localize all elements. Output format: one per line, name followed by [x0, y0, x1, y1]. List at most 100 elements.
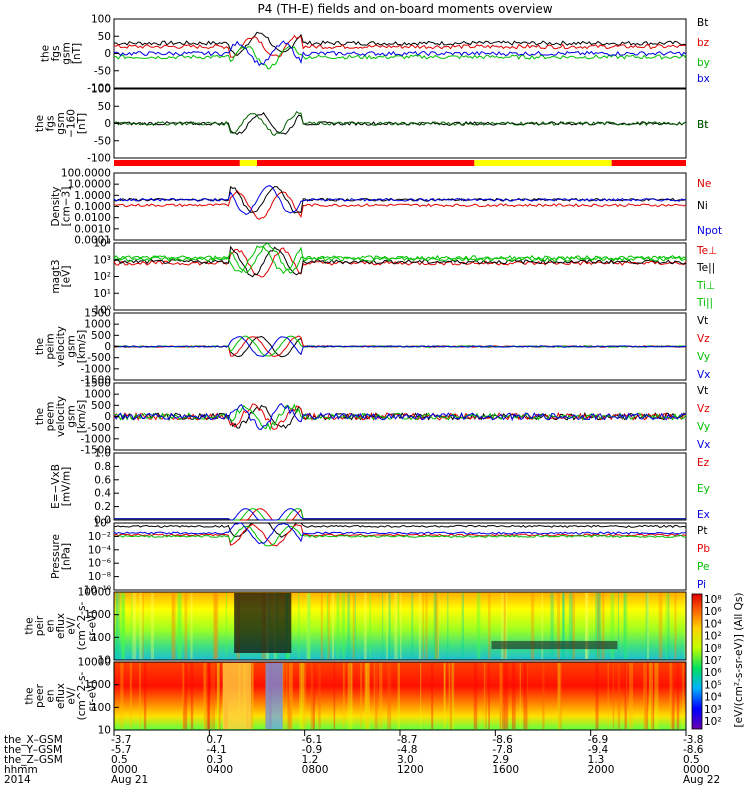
series-line — [114, 508, 686, 521]
legend-entry: Ex — [697, 509, 710, 521]
legend-entry: Ey — [697, 483, 710, 495]
spectrogram-texture — [626, 593, 628, 659]
spectrogram-texture — [665, 593, 668, 659]
spectrogram-texture — [449, 663, 453, 729]
y-tick-label: -1500 — [80, 375, 111, 387]
y-axis-label: [nT] — [76, 113, 88, 134]
y-tick-label: 10¹ — [93, 288, 111, 300]
spectrogram-texture — [644, 663, 648, 729]
spectrogram-texture — [585, 593, 587, 659]
spectrogram-gap — [234, 593, 292, 653]
y-axis-label: [km/s] — [76, 330, 88, 364]
spectrogram-texture — [488, 593, 491, 659]
legend-entry: Npot — [697, 225, 722, 237]
spectrogram-texture — [285, 663, 288, 729]
spectrogram-texture — [431, 663, 434, 729]
spectrogram-texture — [387, 663, 392, 729]
y-tick-label: 10000 — [78, 657, 111, 669]
y-axis-label: the — [34, 115, 46, 132]
y-axis-label: the — [24, 687, 36, 704]
spectrogram-texture — [307, 593, 311, 659]
legend-entry: Vt — [697, 385, 708, 397]
spectrogram-fill — [114, 662, 686, 730]
y-tick-label: -1000 — [80, 363, 111, 375]
series-line — [113, 404, 687, 429]
spectrogram-texture — [541, 593, 544, 659]
spectrogram-texture — [595, 593, 600, 659]
spectrogram-texture — [461, 593, 465, 659]
spectrogram-texture — [667, 593, 670, 659]
spectrogram-texture — [434, 593, 437, 659]
spectrogram-texture — [129, 663, 132, 729]
spectrogram-texture — [617, 663, 621, 729]
spectrogram-texture — [448, 663, 450, 729]
spectrogram-texture — [281, 663, 285, 729]
spectrogram-texture — [306, 593, 310, 659]
legend-entry: Bt — [697, 119, 708, 131]
y-axis-label: sr-eV) — [87, 611, 99, 642]
y-axis-label: peim — [45, 333, 57, 359]
spectrogram-texture — [669, 663, 672, 729]
x-axis-value: 0.7 — [206, 734, 223, 746]
y-axis-label: eV/ — [66, 687, 78, 705]
spectrogram-texture — [499, 663, 504, 729]
spectrogram-texture — [299, 663, 302, 729]
y-axis-label: Density — [50, 187, 62, 227]
spectrogram-texture — [382, 593, 384, 659]
colorbar-tick-label: 10⁶ — [704, 606, 722, 618]
spectrogram-texture — [139, 593, 142, 659]
spectrogram-texture — [184, 593, 188, 659]
spectrogram-texture — [511, 663, 516, 729]
spectrogram-texture — [645, 593, 649, 659]
y-axis-label: the — [39, 45, 51, 62]
y-axis-label: gsm — [55, 112, 67, 134]
colorbar-tick-label: 10² — [704, 631, 722, 643]
spectrogram-texture — [434, 593, 439, 659]
spectrogram-texture — [483, 663, 486, 729]
spectrogram-texture — [301, 663, 306, 729]
spectrogram-texture — [646, 593, 650, 659]
y-axis-label: eflux — [55, 613, 67, 639]
y-axis-label: −160 — [66, 109, 78, 138]
x-axis-row-label: the_X–GSM — [4, 734, 63, 746]
panel-frame — [113, 18, 687, 89]
y-axis-label: [eV] — [60, 266, 72, 288]
y-tick-label: 10⁻⁶ — [88, 558, 111, 570]
x-axis-block: the_X–GSM -3.7 0.7 -6.1 -8.7 -8.6 -6.9 -3.8 the_… — [4, 730, 720, 786]
x-axis-value: -8.7 — [397, 734, 418, 746]
y-tick-label: 0 — [104, 411, 111, 423]
spectrogram-texture — [366, 663, 370, 729]
y-axis-label: peer — [34, 683, 46, 708]
spectrogram-texture — [336, 593, 340, 659]
spectrogram-texture — [365, 663, 369, 729]
spectrogram-texture — [438, 593, 440, 659]
spectrogram-texture — [610, 593, 615, 659]
spectrogram-texture — [331, 593, 335, 659]
y-tick-label: 100 — [91, 14, 111, 26]
y-tick-label: 1000 — [84, 319, 111, 331]
spectrogram-texture — [213, 593, 217, 659]
spectrogram-texture — [550, 593, 554, 659]
y-tick-label: 10 — [98, 725, 111, 737]
x-axis-value: -4.8 — [397, 744, 418, 756]
spectrogram-texture — [347, 663, 352, 729]
y-axis-label: (cm^2-s- — [76, 601, 88, 650]
series-line — [113, 45, 687, 70]
spectrogram-texture — [207, 663, 211, 729]
spectrogram-texture — [375, 663, 378, 729]
spectrogram-texture — [298, 593, 300, 659]
colorbar-gradient — [691, 593, 703, 730]
figure-title: P4 (TH-E) fields and on-board moments ov… — [257, 2, 552, 16]
y-tick-label: 10⁻¹⁰ — [84, 585, 111, 597]
x-axis-value: 1200 — [397, 764, 424, 776]
spectrogram-texture — [225, 593, 228, 659]
spectrogram-texture — [214, 593, 219, 659]
panel-10: 10000 1000 100 10 thepeerenefluxeV/(cm^2-s-s… — [24, 657, 687, 737]
spectrogram-texture — [287, 663, 291, 729]
x-axis-value: 1.3 — [588, 754, 605, 766]
panels-layer: 100500-50-100thefgsgsm[nT]Btbzbybx100500… — [24, 14, 723, 737]
x-axis-value: -6.1 — [302, 734, 323, 746]
spectrogram-texture — [397, 593, 400, 659]
panel-frame — [113, 522, 687, 591]
y-tick-label: 0.0010 — [74, 223, 111, 235]
